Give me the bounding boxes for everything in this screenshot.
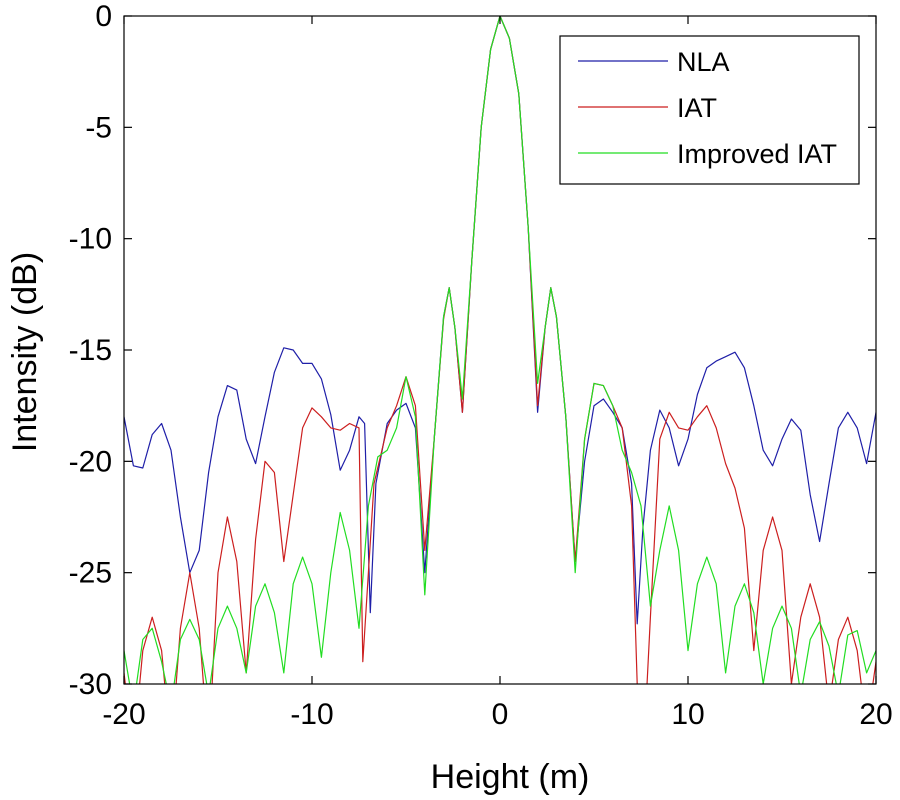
y-axis-label: Intensity (dB)	[6, 252, 44, 452]
y-tick-label: -20	[69, 445, 112, 478]
legend-label-1: IAT	[677, 93, 717, 123]
y-tick-label: 0	[95, 0, 112, 33]
ticks-layer: -20 -10 0 10 20 0 -5 -10 -15 -20 -25 -30	[69, 0, 893, 731]
legend-label-0: NLA	[677, 47, 730, 77]
y-tick-label: -15	[69, 334, 112, 367]
x-tick-label: 10	[671, 698, 704, 731]
legend-label-2: Improved IAT	[677, 139, 837, 169]
series-layer	[124, 16, 876, 684]
series-line-0	[124, 16, 876, 625]
y-tick-label: -10	[69, 223, 112, 256]
x-tick-label: 20	[859, 698, 892, 731]
x-tick-label: -10	[290, 698, 333, 731]
x-axis-label: Height (m)	[431, 758, 590, 796]
x-tick-label: -20	[102, 698, 145, 731]
series-line-2	[124, 16, 876, 684]
x-tick-label: 0	[492, 698, 509, 731]
y-tick-label: -5	[85, 111, 112, 144]
legend: NLA IAT Improved IAT	[559, 35, 860, 185]
y-tick-label: -30	[69, 668, 112, 701]
y-tick-label: -25	[69, 557, 112, 590]
